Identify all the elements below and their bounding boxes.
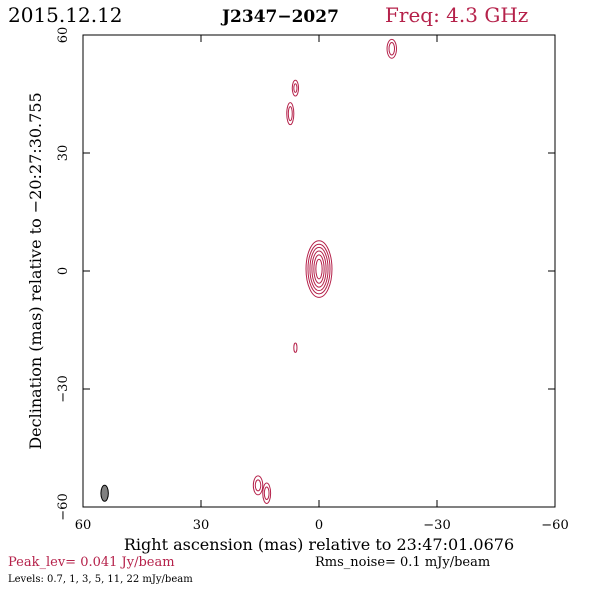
contour-core	[305, 240, 333, 298]
contour-ring	[311, 250, 327, 288]
contour-ring	[291, 79, 300, 97]
contour-ring	[315, 258, 323, 280]
x-tick-label: −60	[541, 518, 568, 533]
frequency-label: Freq: 4.3 GHz	[385, 3, 528, 27]
x-axis-label: Right ascension (mas) relative to 23:47:…	[124, 535, 514, 554]
contour-group	[252, 38, 397, 504]
contour-ring	[286, 102, 295, 126]
contour-ring	[287, 106, 293, 122]
plot-frame	[82, 34, 556, 508]
contour-blob-bottom-1	[252, 475, 264, 496]
axis-ticks	[82, 34, 556, 508]
beam-ellipse	[100, 484, 109, 502]
source-name: J2347−2027	[220, 7, 339, 27]
peak-level-text: Peak_lev= 0.041 Jy/beam	[8, 555, 175, 570]
x-tick-labels: 60 30 0 −30 −60	[75, 518, 569, 533]
levels-text: Levels: 0.7, 1, 3, 5, 11, 22 mJy/beam	[8, 574, 193, 585]
contour-ring	[263, 486, 270, 501]
rms-noise-text: Rms_noise= 0.1 mJy/beam	[315, 555, 490, 570]
y-axis-label: Declination (mas) relative to −20:27:30.…	[26, 92, 45, 449]
contour-ring	[386, 38, 397, 59]
contour-ring	[254, 479, 262, 492]
contour-blob-upper-1	[291, 79, 300, 97]
date-label: 2015.12.12	[8, 3, 123, 27]
y-tick-label: 60	[56, 27, 71, 44]
contour-ring	[388, 41, 396, 56]
contour-ring	[305, 240, 333, 298]
contour-ring	[309, 246, 329, 292]
x-tick-label: −30	[423, 518, 450, 533]
y-tick-label: −60	[56, 493, 71, 520]
contour-ring	[262, 482, 272, 504]
contour-blob-upper-2	[286, 102, 295, 126]
y-tick-label: 0	[56, 267, 71, 275]
contour-blob-mid	[293, 342, 298, 353]
x-tick-label: 60	[75, 518, 92, 533]
contour-ring	[293, 83, 298, 93]
contour-ring	[293, 342, 298, 353]
y-tick-labels: −60 −30 0 30 60	[56, 27, 71, 521]
contour-blob-top-right	[386, 38, 397, 59]
contour-blob-bottom-2	[262, 482, 272, 504]
contour-ring	[313, 254, 325, 284]
beam-group	[100, 484, 109, 502]
contour-ring	[307, 243, 331, 295]
x-tick-label: 0	[315, 518, 323, 533]
y-tick-label: 30	[56, 145, 71, 162]
contour-ring	[252, 475, 264, 496]
x-tick-label: 30	[193, 518, 210, 533]
y-tick-label: −30	[56, 375, 71, 402]
